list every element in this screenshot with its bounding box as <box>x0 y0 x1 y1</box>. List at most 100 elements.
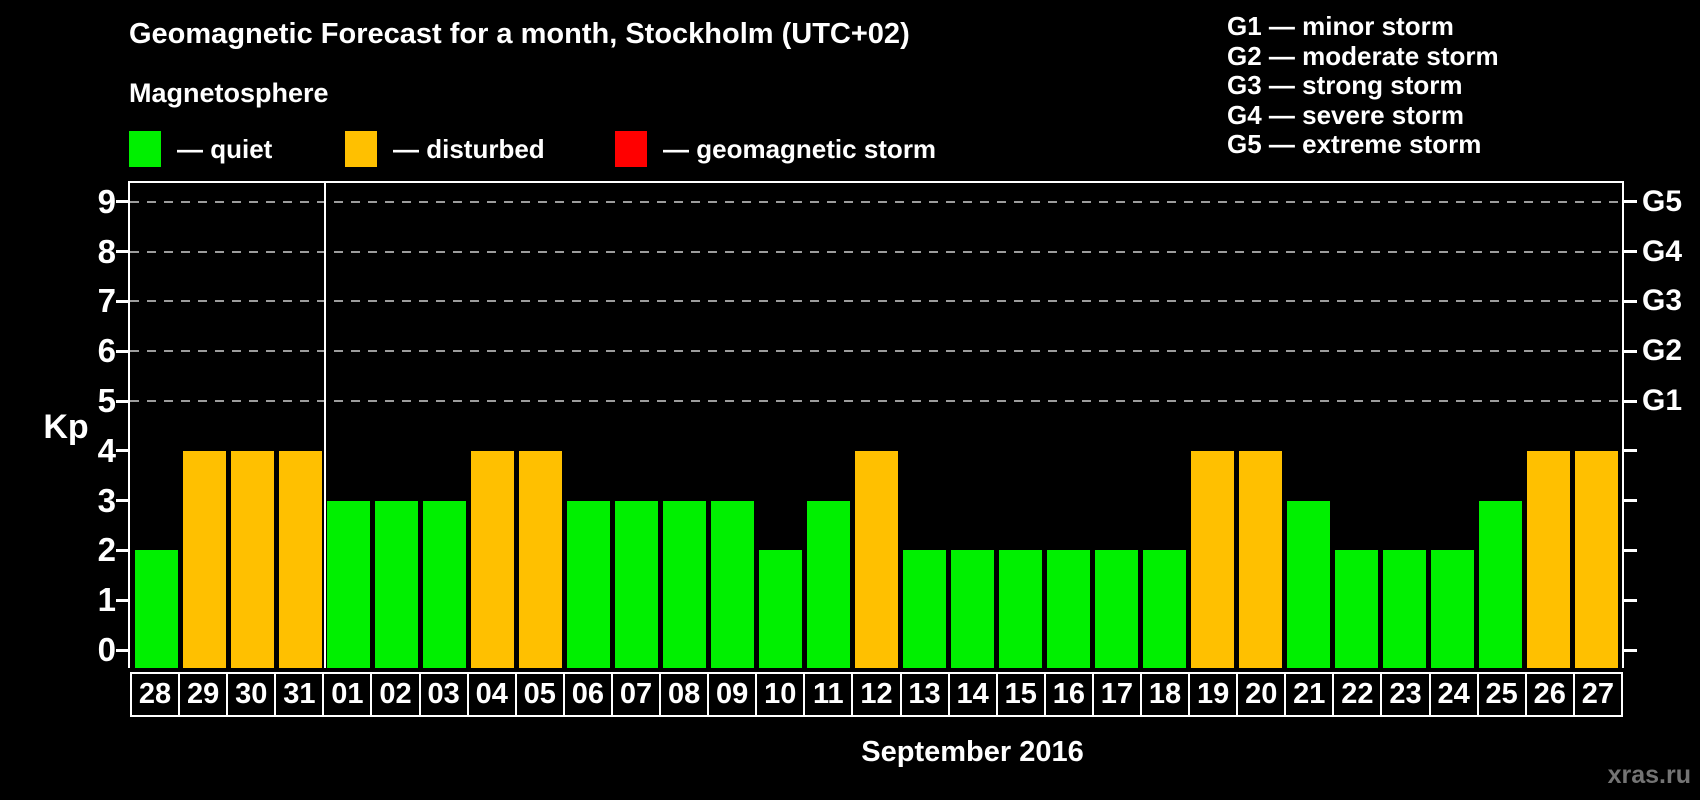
bar-day-13 <box>903 550 946 668</box>
bar-day-23 <box>1383 550 1426 668</box>
right-tick-8 <box>1624 250 1637 254</box>
bar-day-18 <box>1143 550 1186 668</box>
legend-label-disturbed: — disturbed <box>393 133 545 164</box>
day-cell-02: 02 <box>370 672 421 717</box>
storm-scale-g2: G2 — moderate storm <box>1227 40 1499 71</box>
bar-day-12 <box>855 450 898 668</box>
day-cell-13: 13 <box>899 672 950 717</box>
bar-day-15 <box>999 550 1042 668</box>
day-cell-26: 26 <box>1524 672 1575 717</box>
bar-day-19 <box>1191 450 1234 668</box>
storm-scale-legend: G1 — minor storm G2 — moderate storm G3 … <box>1227 11 1499 160</box>
bar-day-17 <box>1095 550 1138 668</box>
day-cell-20: 20 <box>1236 672 1287 717</box>
bar-day-06 <box>567 500 610 668</box>
bar-day-25 <box>1479 500 1522 668</box>
legend-label-storm: — geomagnetic storm <box>663 133 937 164</box>
bar-day-24 <box>1431 550 1474 668</box>
chart-title: Geomagnetic Forecast for a month, Stockh… <box>129 18 910 50</box>
left-tick-1 <box>116 598 129 602</box>
y-tick-label-4: 4 <box>97 431 116 469</box>
day-cell-16: 16 <box>1043 672 1094 717</box>
gridline-kp-9 <box>130 200 1622 203</box>
right-tick-0 <box>1624 648 1637 652</box>
bar-day-04 <box>471 450 514 668</box>
day-cell-22: 22 <box>1332 672 1383 717</box>
day-cell-06: 06 <box>562 672 613 717</box>
day-cell-23: 23 <box>1380 672 1431 717</box>
bar-day-27 <box>1575 450 1618 668</box>
bar-day-29 <box>183 450 226 668</box>
y-tick-label-7: 7 <box>97 282 116 320</box>
right-tick-9 <box>1624 200 1637 204</box>
bar-day-14 <box>951 550 994 668</box>
legend-item-disturbed: — disturbed <box>345 131 545 167</box>
storm-scale-g1: G1 — minor storm <box>1227 11 1454 41</box>
left-tick-4 <box>116 449 129 453</box>
right-axis-label-g2: G2 <box>1642 334 1683 368</box>
day-cell-04: 04 <box>466 672 517 717</box>
bar-day-03 <box>423 500 466 668</box>
right-tick-3 <box>1624 499 1637 503</box>
day-cell-19: 19 <box>1188 672 1239 717</box>
y-tick-label-0: 0 <box>97 631 116 668</box>
day-cell-05: 05 <box>514 672 565 717</box>
day-cell-14: 14 <box>947 672 998 717</box>
day-cell-07: 07 <box>610 672 662 717</box>
bar-day-01 <box>327 500 370 668</box>
magnetosphere-label: Magnetosphere <box>129 78 329 108</box>
day-cell-27: 27 <box>1572 672 1623 717</box>
day-cell-25: 25 <box>1476 672 1527 717</box>
gridline-kp-5 <box>130 400 1622 402</box>
plot-area <box>128 181 1624 668</box>
right-tick-1 <box>1624 598 1637 602</box>
bar-day-30 <box>231 450 274 668</box>
day-cell-01: 01 <box>322 672 373 717</box>
right-axis-label-g1: G1 <box>1642 384 1683 417</box>
right-tick-5 <box>1624 399 1637 403</box>
right-axis-label-g5: G5 <box>1642 184 1683 218</box>
y-tick-label-2: 2 <box>97 531 116 569</box>
bar-day-07 <box>615 500 658 668</box>
quiet-color-swatch <box>129 131 161 167</box>
day-cell-08: 08 <box>659 672 710 717</box>
day-cell-28: 28 <box>130 672 181 717</box>
gridline-kp-7 <box>130 300 1622 303</box>
right-axis-label-g3: G3 <box>1642 284 1683 318</box>
bar-day-26 <box>1527 450 1570 668</box>
day-cell-24: 24 <box>1428 672 1479 717</box>
legend-item-storm: — geomagnetic storm <box>615 131 936 167</box>
bar-day-31 <box>279 450 322 668</box>
bars-container <box>130 183 1622 668</box>
left-tick-2 <box>116 548 129 552</box>
legend-item-quiet: — quiet <box>129 131 272 167</box>
plot-inner <box>130 183 1622 668</box>
left-tick-0 <box>116 648 129 652</box>
gridline-kp-8 <box>130 250 1622 253</box>
legend-label-quiet: — quiet <box>177 133 273 164</box>
y-axis-label: Kp <box>43 408 89 446</box>
y-tick-label-5: 5 <box>97 382 116 419</box>
left-tick-9 <box>116 200 129 204</box>
right-tick-4 <box>1624 449 1637 453</box>
bar-day-16 <box>1047 550 1090 668</box>
day-cell-12: 12 <box>851 672 902 717</box>
right-axis-label-g4: G4 <box>1642 234 1683 268</box>
right-tick-2 <box>1624 548 1637 552</box>
gridline-kp-6 <box>130 350 1622 353</box>
left-tick-5 <box>116 399 129 403</box>
x-axis-day-labels: 28 29 30 31 01 02 03 04 05 06 07 08 09 10 11 12 13 14 15 16… <box>130 672 1623 717</box>
storm-scale-g4: G4 — severe storm <box>1227 99 1465 130</box>
disturbed-color-swatch <box>345 131 377 167</box>
x-axis-month-label: September 2016 <box>861 736 1084 768</box>
y-tick-label-3: 3 <box>97 481 116 519</box>
day-cell-17: 17 <box>1091 672 1142 717</box>
left-tick-8 <box>116 250 129 254</box>
bar-day-11 <box>807 500 850 668</box>
bar-day-02 <box>375 500 418 668</box>
day-cell-31: 31 <box>274 672 325 717</box>
storm-scale-g3: G3 — strong storm <box>1227 70 1463 100</box>
day-cell-29: 29 <box>178 672 229 717</box>
y-tick-label-1: 1 <box>97 581 116 619</box>
